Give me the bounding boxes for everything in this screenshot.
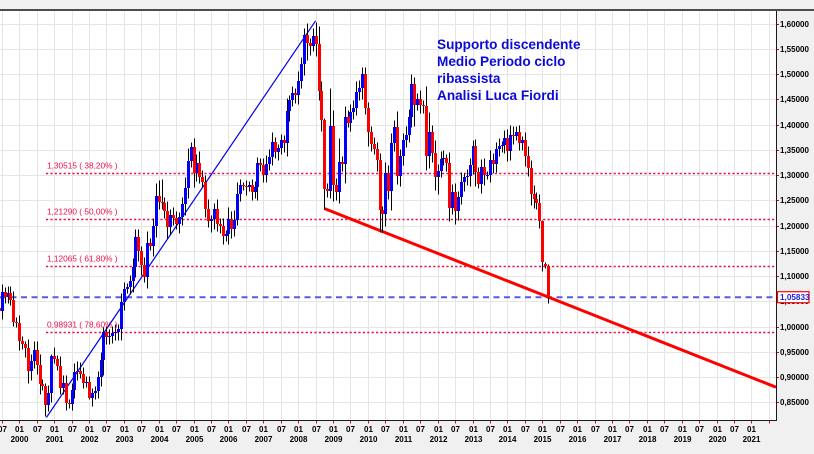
svg-text:2009: 2009 [325, 435, 343, 444]
svg-text:Analisi Luca Fiordi: Analisi Luca Fiordi [437, 88, 559, 103]
svg-text:07: 07 [346, 425, 355, 434]
svg-text:2020: 2020 [709, 435, 727, 444]
svg-text:1,12065 ( 61,80% ): 1,12065 ( 61,80% ) [47, 254, 118, 264]
svg-text:07: 07 [68, 425, 77, 434]
svg-text:07: 07 [730, 425, 739, 434]
svg-text:2007: 2007 [255, 435, 273, 444]
svg-text:2016: 2016 [569, 435, 587, 444]
svg-text:07: 07 [521, 425, 530, 434]
svg-text:07: 07 [451, 425, 460, 434]
svg-text:2021: 2021 [743, 435, 761, 444]
svg-text:2008: 2008 [290, 435, 308, 444]
svg-text:07: 07 [277, 425, 286, 434]
svg-text:01: 01 [85, 425, 94, 434]
svg-text:2001: 2001 [46, 435, 64, 444]
svg-text:01: 01 [538, 425, 547, 434]
svg-text:1,00000: 1,00000 [780, 323, 809, 332]
svg-text:07: 07 [486, 425, 495, 434]
svg-text:2004: 2004 [151, 435, 169, 444]
svg-text:01: 01 [503, 425, 512, 434]
svg-text:1,21290 ( 50,00% ): 1,21290 ( 50,00% ) [47, 207, 118, 217]
svg-text:1,30515 ( 38,20% ): 1,30515 ( 38,20% ) [47, 161, 118, 171]
svg-text:01: 01 [329, 425, 338, 434]
svg-text:ribassista: ribassista [437, 71, 501, 86]
svg-text:2014: 2014 [499, 435, 517, 444]
svg-text:01: 01 [15, 425, 24, 434]
svg-text:01: 01 [434, 425, 443, 434]
svg-text:2011: 2011 [395, 435, 413, 444]
svg-text:2003: 2003 [116, 435, 134, 444]
svg-text:01: 01 [224, 425, 233, 434]
svg-text:07: 07 [416, 425, 425, 434]
svg-text:Supporto discendente: Supporto discendente [437, 37, 581, 52]
svg-text:1,05833: 1,05833 [780, 293, 810, 302]
svg-text:1,60000: 1,60000 [780, 20, 809, 29]
svg-text:07: 07 [695, 425, 704, 434]
svg-text:1,20000: 1,20000 [780, 222, 809, 231]
svg-text:2005: 2005 [186, 435, 204, 444]
svg-text:1,45000: 1,45000 [780, 95, 809, 104]
svg-text:1,35000: 1,35000 [780, 146, 809, 155]
svg-text:01: 01 [713, 425, 722, 434]
svg-text:01: 01 [747, 425, 756, 434]
svg-text:1,10000: 1,10000 [780, 272, 809, 281]
svg-text:2018: 2018 [639, 435, 657, 444]
svg-text:07: 07 [312, 425, 321, 434]
svg-text:01: 01 [294, 425, 303, 434]
svg-text:07: 07 [381, 425, 390, 434]
svg-text:01: 01 [573, 425, 582, 434]
svg-text:0,85000: 0,85000 [780, 398, 809, 407]
svg-text:2013: 2013 [465, 435, 483, 444]
svg-text:0,90000: 0,90000 [780, 373, 809, 382]
svg-text:01: 01 [50, 425, 59, 434]
svg-text:1,40000: 1,40000 [780, 121, 809, 130]
svg-text:1,50000: 1,50000 [780, 70, 809, 79]
svg-text:07: 07 [137, 425, 146, 434]
svg-text:01: 01 [399, 425, 408, 434]
svg-text:01: 01 [643, 425, 652, 434]
svg-text:07: 07 [242, 425, 251, 434]
svg-text:0,98931 ( 78,60% ): 0,98931 ( 78,60% ) [47, 320, 118, 330]
svg-text:2000: 2000 [11, 435, 29, 444]
svg-text:07: 07 [660, 425, 669, 434]
svg-text:01: 01 [259, 425, 268, 434]
svg-text:2017: 2017 [604, 435, 622, 444]
svg-text:07: 07 [172, 425, 181, 434]
svg-text:07: 07 [207, 425, 216, 434]
svg-text:01: 01 [469, 425, 478, 434]
svg-text:07: 07 [556, 425, 565, 434]
svg-text:2015: 2015 [534, 435, 552, 444]
svg-text:2010: 2010 [360, 435, 378, 444]
svg-text:01: 01 [364, 425, 373, 434]
svg-text:0,95000: 0,95000 [780, 348, 809, 357]
svg-text:07: 07 [0, 425, 7, 434]
svg-text:1,15000: 1,15000 [780, 247, 809, 256]
svg-text:07: 07 [102, 425, 111, 434]
svg-text:07: 07 [625, 425, 634, 434]
svg-text:2002: 2002 [81, 435, 99, 444]
svg-text:1,25000: 1,25000 [780, 196, 809, 205]
svg-text:2012: 2012 [430, 435, 448, 444]
svg-text:Medio Periodo ciclo: Medio Periodo ciclo [437, 54, 565, 69]
svg-text:07: 07 [33, 425, 42, 434]
svg-text:01: 01 [190, 425, 199, 434]
svg-text:2019: 2019 [674, 435, 692, 444]
svg-text:01: 01 [120, 425, 129, 434]
svg-text:07: 07 [591, 425, 600, 434]
svg-text:01: 01 [155, 425, 164, 434]
svg-text:1,30000: 1,30000 [780, 171, 809, 180]
svg-text:2006: 2006 [220, 435, 238, 444]
svg-text:01: 01 [678, 425, 687, 434]
svg-text:01: 01 [608, 425, 617, 434]
svg-text:1,55000: 1,55000 [780, 45, 809, 54]
